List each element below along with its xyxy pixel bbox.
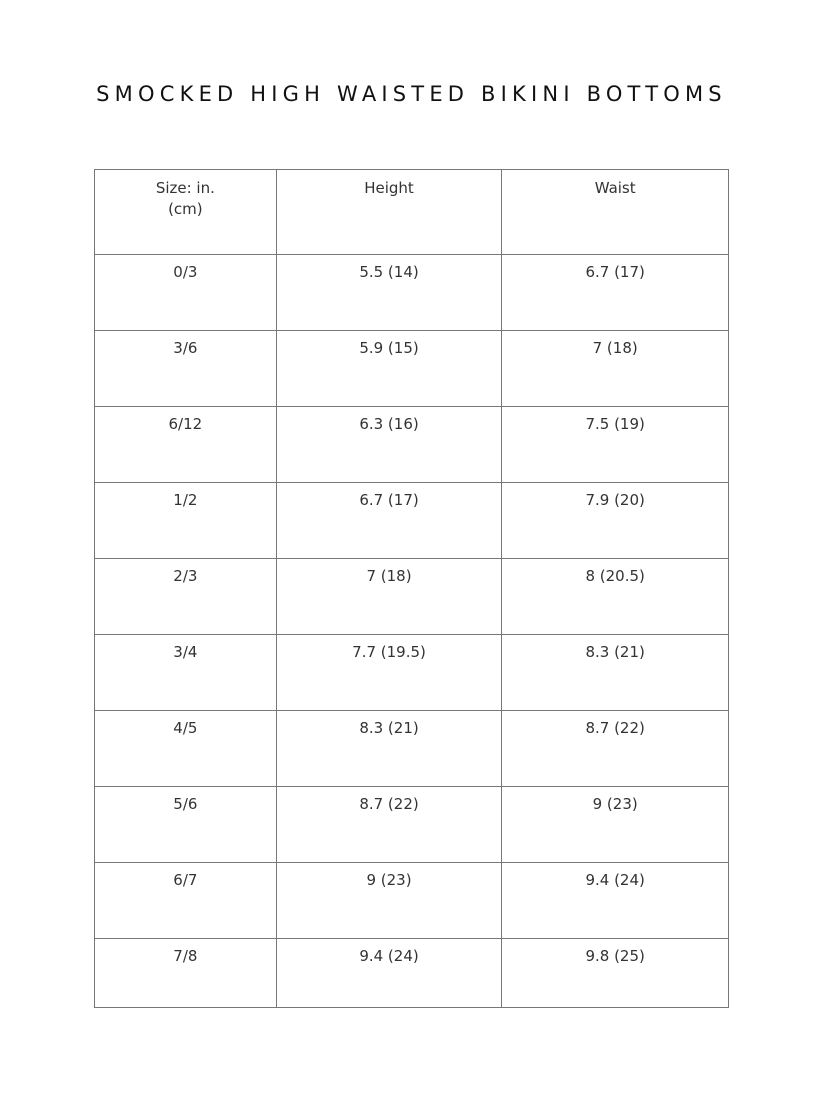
- cell-height: 6.7 (17): [275, 482, 503, 559]
- cell-size: 7/8: [94, 938, 277, 1008]
- header-waist: Waist: [501, 169, 729, 255]
- cell-waist: 9.4 (24): [501, 862, 729, 939]
- table-row: 4/5 8.3 (21) 8.7 (22): [94, 710, 729, 787]
- cell-size: 3/4: [94, 634, 277, 711]
- cell-size: 6/12: [94, 406, 277, 483]
- cell-height: 5.5 (14): [275, 254, 503, 331]
- table-row: 1/2 6.7 (17) 7.9 (20): [94, 482, 729, 559]
- table-header-row: Size: in. (cm) Height Waist: [94, 169, 729, 255]
- cell-height: 7.7 (19.5): [275, 634, 503, 711]
- cell-height: 9.4 (24): [275, 938, 503, 1008]
- cell-size: 5/6: [94, 786, 277, 863]
- size-chart-table: Size: in. (cm) Height Waist 0/3 5.5 (14) 6.…: [94, 169, 729, 1008]
- cell-waist: 6.7 (17): [501, 254, 729, 331]
- header-size-line2: (cm): [168, 200, 203, 218]
- table-row: 2/3 7 (18) 8 (20.5): [94, 558, 729, 635]
- header-height: Height: [275, 169, 503, 255]
- cell-size: 6/7: [94, 862, 277, 939]
- cell-height: 6.3 (16): [275, 406, 503, 483]
- cell-waist: 8.3 (21): [501, 634, 729, 711]
- cell-waist: 7.9 (20): [501, 482, 729, 559]
- table-row: 3/6 5.9 (15) 7 (18): [94, 330, 729, 407]
- header-size-line1: Size: in.: [155, 179, 215, 197]
- table-row: 5/6 8.7 (22) 9 (23): [94, 786, 729, 863]
- cell-waist: 9 (23): [501, 786, 729, 863]
- cell-height: 8.7 (22): [275, 786, 503, 863]
- header-size: Size: in. (cm): [94, 169, 277, 255]
- cell-size: 3/6: [94, 330, 277, 407]
- cell-size: 1/2: [94, 482, 277, 559]
- table-row: 7/8 9.4 (24) 9.8 (25): [94, 938, 729, 1008]
- cell-height: 7 (18): [275, 558, 503, 635]
- cell-size: 0/3: [94, 254, 277, 331]
- cell-height: 8.3 (21): [275, 710, 503, 787]
- page-title: SMOCKED HIGH WAISTED BIKINI BOTTOMS: [96, 82, 727, 106]
- cell-waist: 8.7 (22): [501, 710, 729, 787]
- table-row: 3/4 7.7 (19.5) 8.3 (21): [94, 634, 729, 711]
- cell-height: 9 (23): [275, 862, 503, 939]
- table-row: 6/7 9 (23) 9.4 (24): [94, 862, 729, 939]
- cell-size: 4/5: [94, 710, 277, 787]
- cell-size: 2/3: [94, 558, 277, 635]
- cell-waist: 8 (20.5): [501, 558, 729, 635]
- cell-height: 5.9 (15): [275, 330, 503, 407]
- table-row: 0/3 5.5 (14) 6.7 (17): [94, 254, 729, 331]
- cell-waist: 9.8 (25): [501, 938, 729, 1008]
- cell-waist: 7.5 (19): [501, 406, 729, 483]
- table-row: 6/12 6.3 (16) 7.5 (19): [94, 406, 729, 483]
- cell-waist: 7 (18): [501, 330, 729, 407]
